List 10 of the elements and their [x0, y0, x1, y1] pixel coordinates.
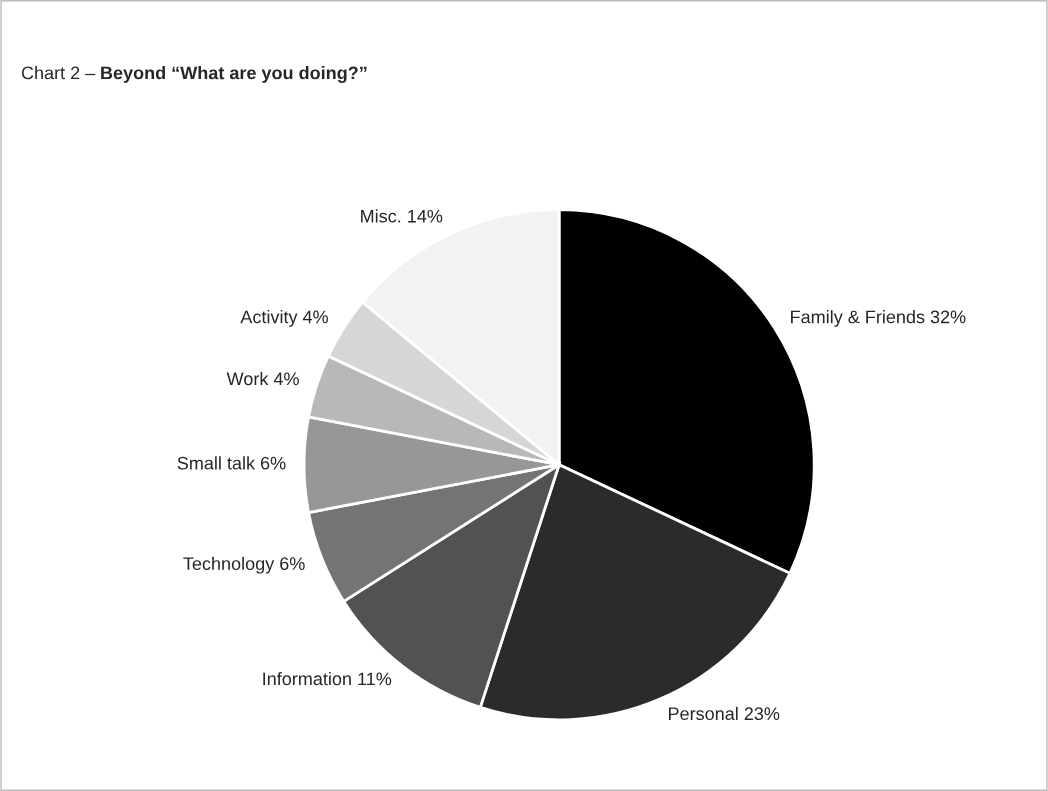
- chart-title: Chart 2 –: [21, 66, 96, 80]
- slice-label: Misc. 14%: [361, 209, 443, 223]
- slice-label: Activity 4%: [240, 310, 328, 327]
- slice-label: Personal 23%: [668, 706, 780, 721]
- slice-label: Information 11%: [263, 671, 392, 686]
- slice-label: Family & Friends 32%: [791, 310, 966, 327]
- slice-label: Technology 6%: [183, 556, 305, 574]
- chart-subtitle: Beyond “What are you doing?”: [101, 66, 367, 83]
- slice-label: Work 4%: [226, 371, 299, 386]
- slice-label: Small talk 6%: [177, 456, 286, 470]
